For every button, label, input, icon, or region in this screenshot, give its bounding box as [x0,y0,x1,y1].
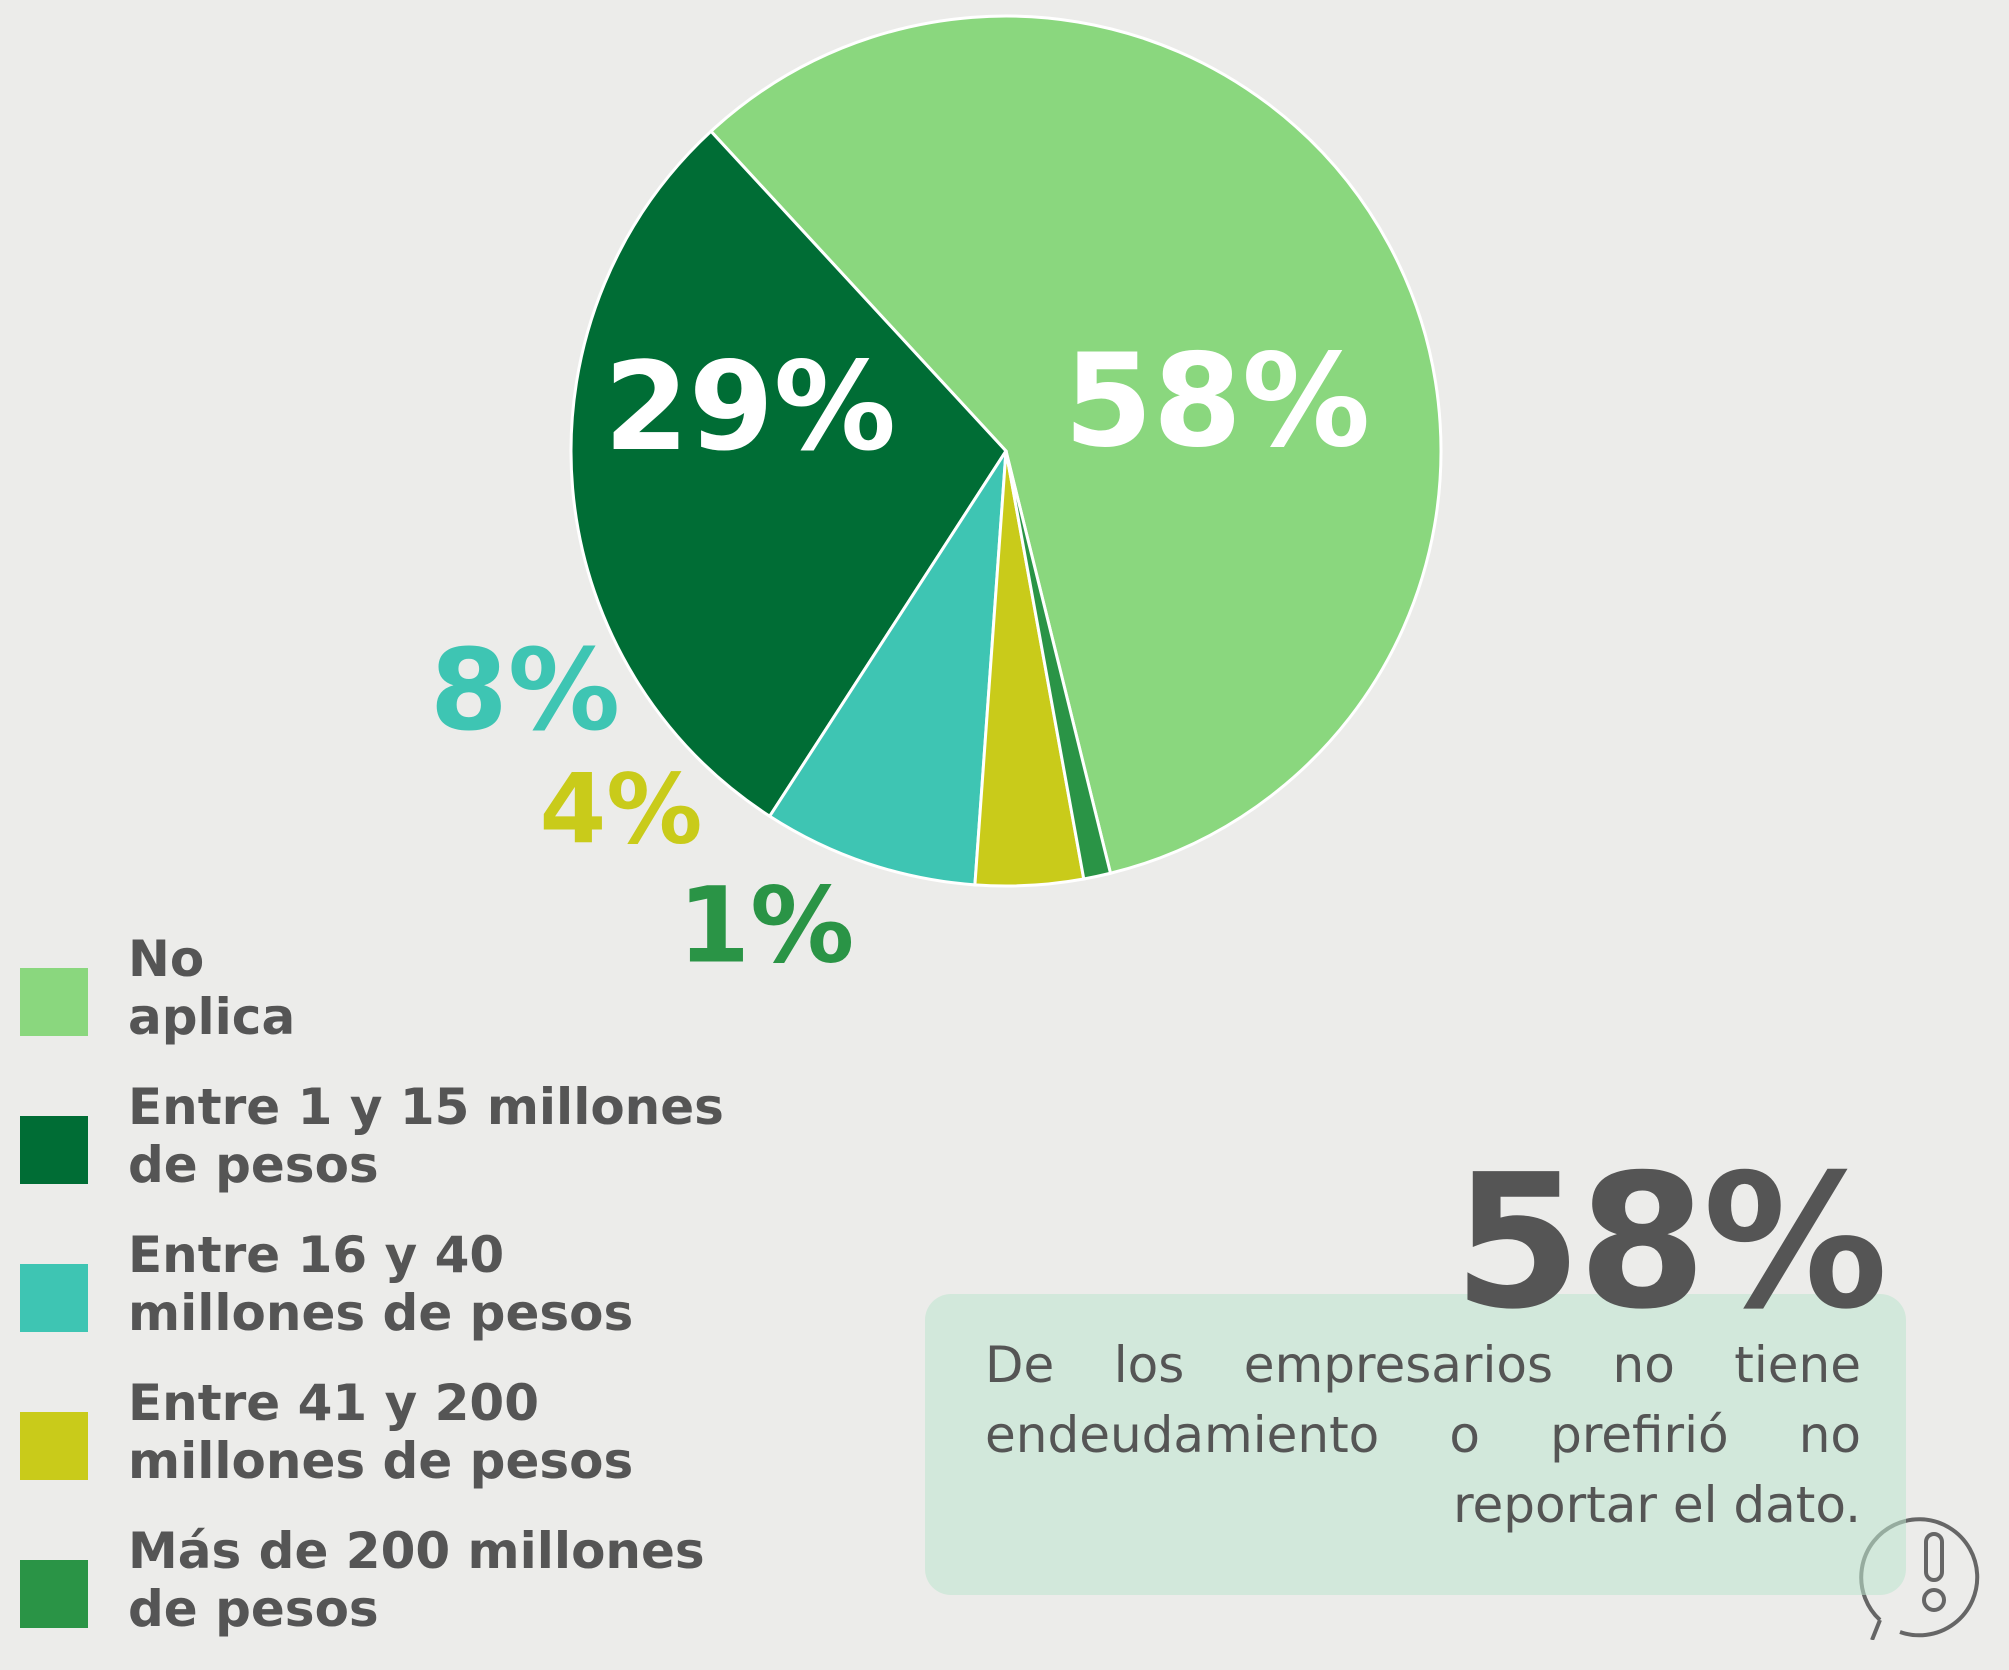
data-label: 58% [1064,327,1370,476]
data-label: 4% [540,753,703,865]
pie-slice [1004,450,1113,881]
pie-slice [767,450,1008,887]
legend-swatch [20,1560,88,1628]
data-label: 29% [604,336,896,478]
pie-slice [569,129,1008,819]
pie [569,14,1443,888]
legend-swatch [20,1264,88,1332]
callout-box [925,1294,1906,1595]
callout-text: De los empresarios no tiene endeudamient… [985,1336,1861,1534]
legend-label: Entre 1 y 15 millones de pesos [128,1078,724,1194]
legend-label: No aplica [128,930,296,1046]
legend-label: Más de 200 millones de pesos [128,1522,705,1638]
data-label: 8% [430,626,620,756]
callout-headline: 58% [1453,1134,1888,1350]
legend-swatch [20,1116,88,1184]
legend-label: Entre 41 y 200 millones de pesos [128,1374,634,1490]
data-label: 1% [678,864,855,986]
pie-slice [708,14,1443,876]
legend-swatch [20,1412,88,1480]
legend-swatch [20,968,88,1036]
legend-label: Entre 16 y 40 millones de pesos [128,1226,634,1342]
